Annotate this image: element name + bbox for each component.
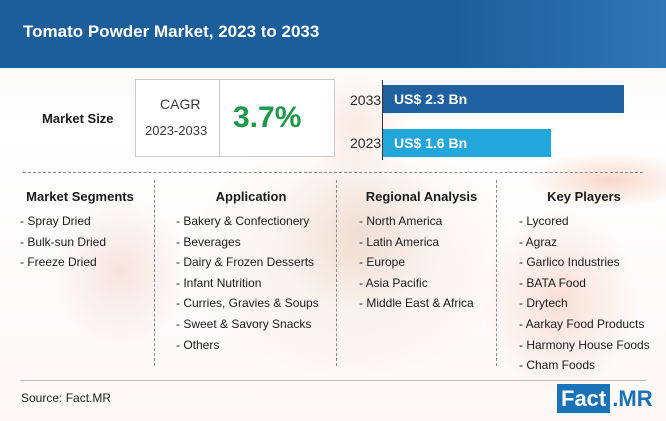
list-item: - BATA Food [519, 275, 586, 290]
cagr-box [135, 79, 335, 157]
page-title: Tomato Powder Market, 2023 to 2033 [23, 22, 320, 41]
background-plate-image [190, 135, 510, 375]
list-item: - Middle East & Africa [359, 296, 474, 311]
footer-divider [20, 380, 646, 381]
regional-analysis-column: Regional Analysis - North America - Lati… [359, 189, 484, 314]
cagr-value: 3.7% [233, 101, 302, 134]
logo-fact: Fact [557, 384, 611, 413]
column-title: Market Segments [26, 189, 134, 204]
list-item: - Europe [359, 255, 406, 270]
logo-mr: .MR [612, 386, 653, 411]
list-item: - Agraz [519, 234, 558, 249]
list-item: - North America [359, 214, 443, 228]
bar-value-label: US$ 2.3 Bn [394, 91, 468, 107]
list-item: - Drytech [519, 296, 568, 311]
application-column: Application - Bakery & Confectionery - B… [176, 189, 326, 355]
market-segments-column: Market Segments - Spray Dried - Bulk-sun… [20, 189, 140, 273]
source-text: Source: Fact.MR [21, 391, 112, 405]
cagr-years: 2023-2033 [145, 123, 208, 138]
factmr-logo: Fact .MR [557, 384, 653, 413]
list-item: - Beverages [176, 234, 241, 249]
list-item: - Aarkay Food Products [519, 316, 645, 331]
list-item: - Sweet & Savory Snacks [176, 316, 312, 331]
cagr-divider [219, 79, 220, 157]
list-item: - Bulk-sun Dried [20, 234, 107, 249]
bar-year-label: 2023 [350, 135, 382, 151]
column-title: Regional Analysis [365, 189, 478, 204]
list-item: - Garlico Industries [519, 255, 620, 270]
column-divider [496, 180, 497, 366]
list-item: - Others [176, 337, 220, 352]
column-title: Key Players [547, 189, 621, 204]
header-banner: Tomato Powder Market, 2023 to 2033 [0, 0, 666, 68]
list-item: - Dairy & Frozen Desserts [176, 255, 315, 270]
market-size-label: Market Size [42, 111, 114, 126]
section-divider [23, 172, 643, 173]
list-item: - Freeze Dried [20, 255, 97, 270]
list-item: - Harmony House Foods [519, 337, 650, 352]
column-list: - Lycored - Agraz - Garlico Industries -… [519, 211, 650, 376]
list-item: - Infant Nutrition [176, 275, 262, 290]
column-list: - Spray Dried - Bulk-sun Dried - Freeze … [20, 211, 140, 273]
list-item: - Cham Foods [519, 358, 596, 373]
column-list: - Bakery & Confectionery - Beverages - D… [176, 211, 326, 355]
bar-axis-line [382, 80, 383, 160]
list-item: - Latin America [359, 234, 440, 249]
list-item: - Spray Dried [20, 214, 91, 228]
column-divider [336, 180, 337, 366]
list-item: - Lycored [519, 214, 569, 228]
bar-year-label: 2033 [350, 92, 382, 108]
cagr-title: CAGR [160, 96, 201, 112]
column-divider [154, 180, 155, 366]
header-stripe [456, 0, 666, 68]
column-title: Application [215, 189, 287, 204]
list-item: - Bakery & Confectionery [176, 214, 310, 228]
column-list: - North America - Latin America - Europe… [359, 211, 484, 314]
market-size-bar: US$ 1.6 Bn [383, 129, 551, 157]
list-item: - Curries, Gravies & Soups [176, 296, 319, 311]
key-players-column: Key Players - Lycored - Agraz - Garlico … [519, 189, 650, 376]
market-size-bar: US$ 2.3 Bn [383, 85, 624, 113]
bar-value-label: US$ 1.6 Bn [394, 135, 468, 151]
list-item: - Asia Pacific [359, 275, 428, 290]
